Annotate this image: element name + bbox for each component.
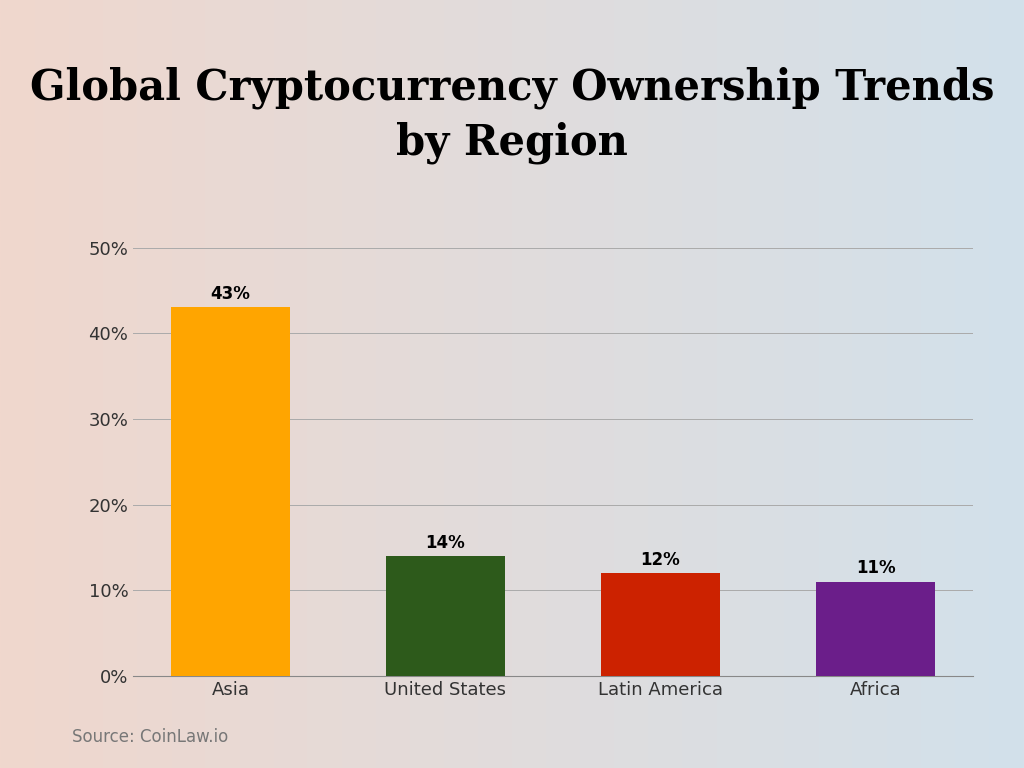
Text: 12%: 12% (641, 551, 680, 569)
Bar (601, 573, 720, 676)
Bar (816, 581, 935, 676)
Text: 11%: 11% (856, 559, 895, 578)
Text: Source: CoinLaw.io: Source: CoinLaw.io (72, 728, 228, 746)
Text: 43%: 43% (211, 285, 250, 303)
Text: Global Cryptocurrency Ownership Trends
by Region: Global Cryptocurrency Ownership Trends b… (30, 66, 994, 164)
Text: 14%: 14% (426, 534, 465, 551)
Bar (171, 307, 290, 676)
Bar (386, 556, 505, 676)
